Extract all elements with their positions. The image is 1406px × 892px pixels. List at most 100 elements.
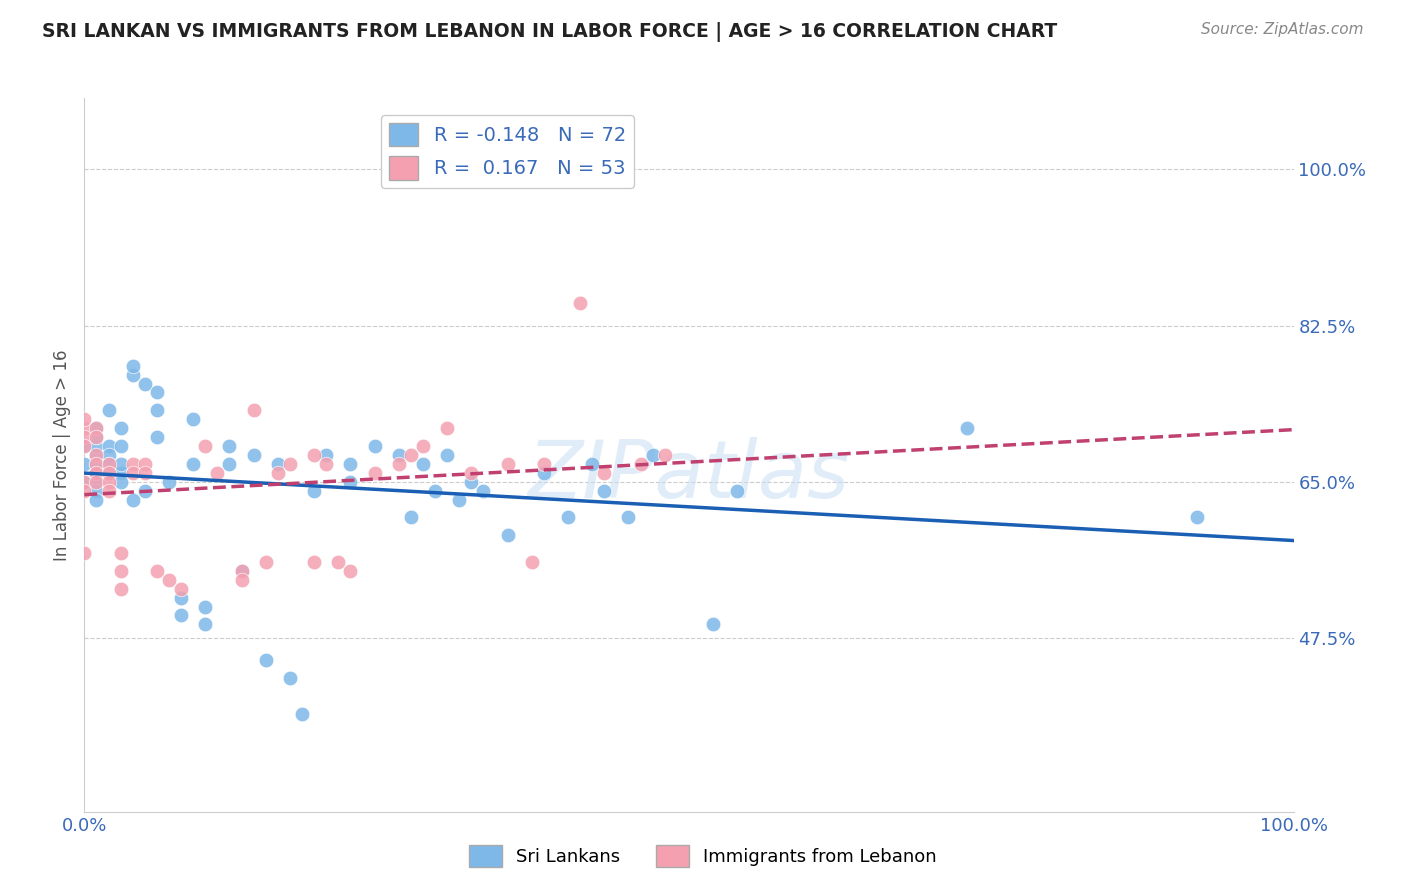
Point [231,564,253,578]
Point [399,448,422,462]
Point [702,617,724,632]
Point [231,564,253,578]
Point [97,466,120,480]
Point [231,573,253,587]
Point [97,457,120,471]
Point [86,483,108,498]
Point [170,608,193,623]
Point [328,555,350,569]
Point [654,448,676,462]
Point [97,483,120,498]
Point [194,439,217,453]
Point [339,457,361,471]
Point [110,466,132,480]
Point [97,466,120,480]
Point [97,457,120,471]
Point [86,457,108,471]
Point [641,448,664,462]
Point [449,492,471,507]
Point [110,421,132,435]
Point [73,421,96,435]
Point [302,555,325,569]
Point [73,483,96,498]
Legend: R = -0.148   N = 72, R =  0.167   N = 53: R = -0.148 N = 72, R = 0.167 N = 53 [381,115,634,187]
Point [302,448,325,462]
Point [86,430,108,444]
Point [121,466,143,480]
Point [436,421,458,435]
Point [86,430,108,444]
Point [110,475,132,489]
Point [423,483,446,498]
Point [267,457,290,471]
Point [134,376,156,391]
Point [557,510,579,524]
Point [254,653,277,667]
Point [339,475,361,489]
Point [86,448,108,462]
Point [436,448,458,462]
Text: ZIPatlas: ZIPatlas [527,437,851,516]
Point [97,475,120,489]
Point [194,617,217,632]
Point [363,439,385,453]
Point [86,466,108,480]
Point [460,475,482,489]
Point [110,582,132,596]
Point [86,466,108,480]
Y-axis label: In Labor Force | Age > 16: In Labor Force | Age > 16 [53,349,72,561]
Point [267,466,290,480]
Point [86,421,108,435]
Point [399,510,422,524]
Point [388,448,411,462]
Point [73,430,96,444]
Point [581,457,603,471]
Point [1185,510,1208,524]
Point [73,475,96,489]
Point [278,671,301,685]
Point [218,439,240,453]
Point [472,483,495,498]
Point [86,475,108,489]
Point [207,466,229,480]
Point [97,439,120,453]
Point [121,492,143,507]
Point [617,510,640,524]
Text: Source: ZipAtlas.com: Source: ZipAtlas.com [1201,22,1364,37]
Point [593,466,616,480]
Text: SRI LANKAN VS IMMIGRANTS FROM LEBANON IN LABOR FORCE | AGE > 16 CORRELATION CHAR: SRI LANKAN VS IMMIGRANTS FROM LEBANON IN… [42,22,1057,42]
Point [86,475,108,489]
Point [134,483,156,498]
Point [110,457,132,471]
Point [121,359,143,373]
Point [278,457,301,471]
Point [170,591,193,605]
Point [110,546,132,560]
Point [725,483,748,498]
Point [146,385,169,400]
Point [73,546,96,560]
Point [110,564,132,578]
Point [73,457,96,471]
Point [533,457,555,471]
Point [170,582,193,596]
Point [73,475,96,489]
Point [533,466,555,480]
Point [388,457,411,471]
Point [291,706,314,721]
Point [86,448,108,462]
Point [121,457,143,471]
Point [134,466,156,480]
Point [363,466,385,480]
Point [242,403,264,417]
Point [302,483,325,498]
Point [339,564,361,578]
Point [86,457,108,471]
Point [73,412,96,426]
Point [254,555,277,569]
Legend: Sri Lankans, Immigrants from Lebanon: Sri Lankans, Immigrants from Lebanon [463,838,943,874]
Point [157,573,180,587]
Point [86,421,108,435]
Point [146,403,169,417]
Point [460,466,482,480]
